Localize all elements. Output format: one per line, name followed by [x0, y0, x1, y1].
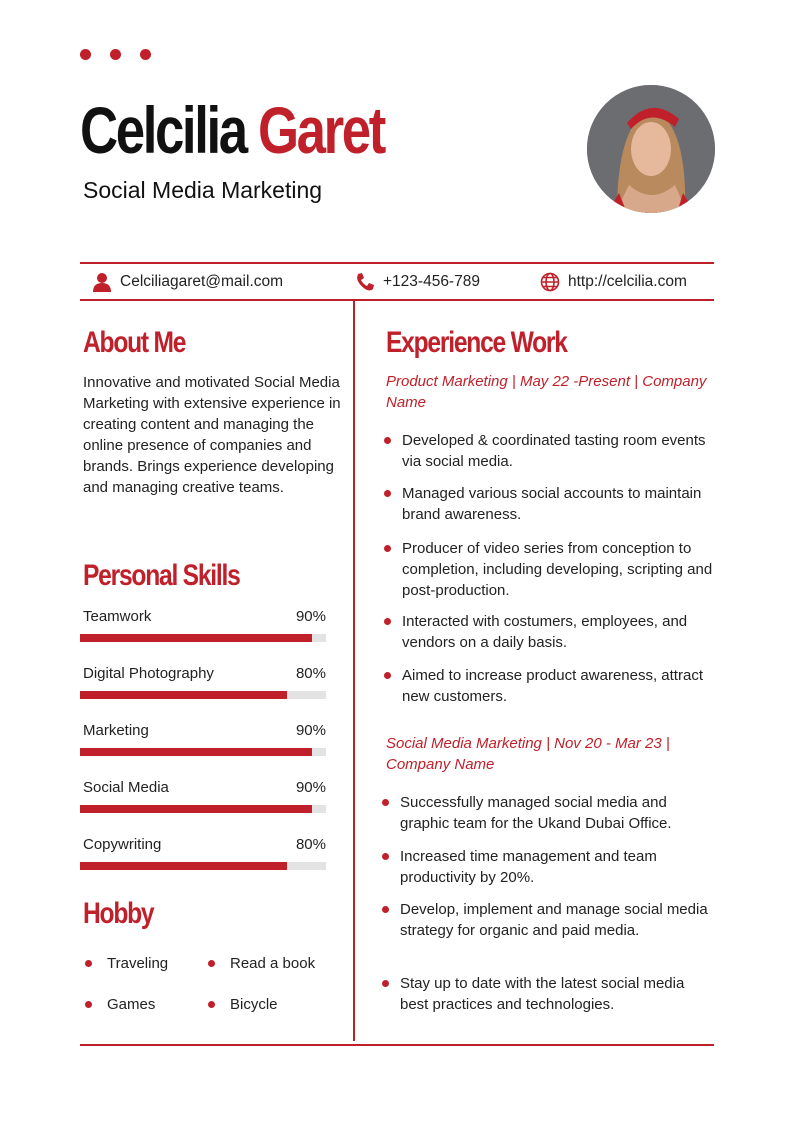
hobby-item: Games: [85, 996, 155, 1013]
bullet-text: Managed various social accounts to maint…: [402, 485, 702, 523]
skill-value: 90%: [295, 722, 326, 739]
job-role: Social Media Marketing: [83, 177, 323, 203]
contact-website[interactable]: http://celcilia.com: [540, 272, 687, 292]
full-name: Celcilia Garet: [80, 92, 386, 168]
bullet-text: Developed & coordinated tasting room eve…: [402, 432, 706, 470]
email-text: Celciliagaret@mail.com: [120, 273, 284, 290]
bullet-icon: [384, 437, 391, 444]
last-name: Garet: [257, 93, 386, 167]
hobby-item: Traveling: [85, 955, 168, 972]
job-bullet: Stay up to date with the latest social m…: [382, 973, 712, 1015]
globe-icon: [540, 272, 560, 292]
hobby-label: Read a book: [230, 955, 316, 972]
bullet-icon: [208, 1001, 215, 1008]
divider: [80, 1044, 714, 1046]
job-bullet: Develop, implement and manage social med…: [382, 899, 712, 941]
bullet-text: Producer of video series from conception…: [402, 540, 713, 599]
skill-bar-fill: [80, 805, 313, 813]
skill-label: Teamwork: [83, 608, 152, 625]
column-divider: [353, 300, 355, 1041]
bullet-icon: [85, 960, 92, 967]
skill-label: Social Media: [83, 779, 169, 796]
bullet-icon: [384, 545, 391, 552]
skill-bar-fill: [80, 748, 313, 756]
website-text: http://celcilia.com: [568, 273, 687, 290]
bullet-text: Successfully managed social media and gr…: [400, 794, 672, 832]
skill-value: 90%: [295, 608, 326, 625]
job-bullet: Developed & coordinated tasting room eve…: [384, 430, 714, 472]
skills-title: Personal Skills: [83, 559, 241, 592]
skill-bar: [80, 748, 326, 756]
skill-bar: [80, 634, 326, 642]
job-bullet: Successfully managed social media and gr…: [382, 792, 712, 834]
skill-bar: [80, 805, 326, 813]
bullet-icon: [382, 799, 389, 806]
user-icon: [93, 273, 111, 292]
bullet-text: Develop, implement and manage social med…: [400, 901, 708, 939]
bullet-icon: [384, 618, 391, 625]
bullet-text: Increased time management and team produ…: [400, 848, 657, 886]
job-bullet: Increased time management and team produ…: [382, 846, 712, 888]
contact-email[interactable]: Celciliagaret@mail.com: [92, 272, 283, 292]
hobby-label: Games: [107, 996, 156, 1013]
about-text: Innovative and motivated Social Media Ma…: [83, 374, 341, 496]
bullet-icon: [382, 980, 389, 987]
skill-value: 80%: [295, 665, 326, 682]
skill-bar: [80, 862, 326, 870]
divider: [80, 262, 714, 264]
hobby-title: Hobby: [83, 897, 155, 930]
decor-dot: [80, 49, 91, 60]
hobby-item: Read a book: [208, 955, 315, 972]
bullet-text: Aimed to increase product awareness, att…: [402, 667, 703, 705]
skill-item: Marketing 90%: [80, 722, 326, 756]
skill-bar-fill: [80, 634, 313, 642]
skill-bar-fill: [80, 862, 287, 870]
skill-item: Copywriting 80%: [80, 836, 326, 870]
bullet-icon: [382, 853, 389, 860]
job-heading: Social Media Marketing | Nov 20 - Mar 23…: [386, 735, 670, 773]
skill-label: Digital Photography: [83, 665, 214, 682]
skill-value: 80%: [295, 836, 326, 853]
bullet-icon: [384, 490, 391, 497]
skill-item: Digital Photography 80%: [80, 665, 326, 699]
skill-bar: [80, 691, 326, 699]
experience-title: Experience Work: [386, 326, 568, 359]
contact-phone[interactable]: +123-456-789: [355, 272, 480, 292]
skill-item: Teamwork 90%: [80, 608, 326, 642]
job-bullet: Aimed to increase product awareness, att…: [384, 665, 714, 707]
decor-dot: [110, 49, 121, 60]
skill-bar-fill: [80, 691, 287, 699]
bullet-icon: [382, 906, 389, 913]
decor-dot: [140, 49, 151, 60]
about-title: About Me: [83, 326, 186, 359]
job-heading: Product Marketing | May 22 -Present | Co…: [386, 373, 707, 411]
skill-value: 90%: [295, 779, 326, 796]
hobby-item: Bicycle: [208, 996, 278, 1013]
job-bullet: Producer of video series from conception…: [384, 538, 714, 601]
job-bullet: Managed various social accounts to maint…: [384, 483, 714, 525]
skill-label: Marketing: [83, 722, 149, 739]
bullet-text: Interacted with costumers, employees, an…: [402, 613, 688, 651]
bullet-icon: [384, 672, 391, 679]
hobby-label: Traveling: [107, 955, 169, 972]
phone-icon: [357, 273, 374, 291]
skill-item: Social Media 90%: [80, 779, 326, 813]
skill-label: Copywriting: [83, 836, 162, 853]
job-bullet: Interacted with costumers, employees, an…: [384, 611, 714, 653]
profile-photo: [587, 85, 715, 213]
bullet-text: Stay up to date with the latest social m…: [400, 975, 685, 1013]
bullet-icon: [208, 960, 215, 967]
phone-text: +123-456-789: [383, 273, 480, 290]
first-name: Celcilia: [80, 93, 248, 167]
bullet-icon: [85, 1001, 92, 1008]
hobby-label: Bicycle: [230, 996, 278, 1013]
divider: [80, 299, 714, 301]
